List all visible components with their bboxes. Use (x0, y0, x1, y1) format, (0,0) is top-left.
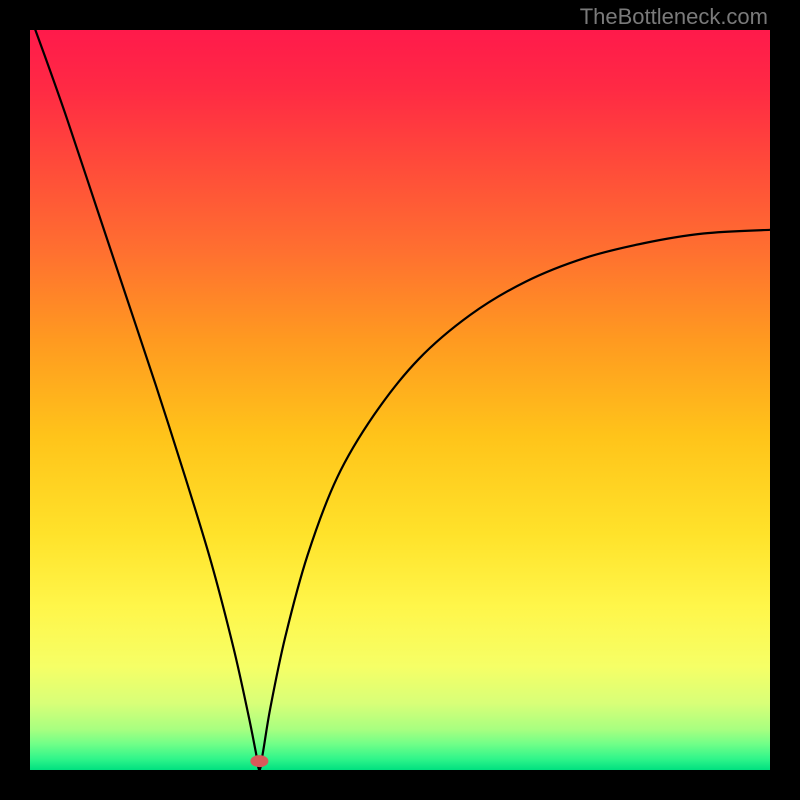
optimum-marker (250, 755, 268, 767)
plot-area (30, 30, 770, 770)
canvas-frame: TheBottleneck.com (0, 0, 800, 800)
watermark-text: TheBottleneck.com (580, 4, 768, 30)
bottleneck-curve (30, 30, 770, 770)
curve-layer (30, 30, 770, 770)
